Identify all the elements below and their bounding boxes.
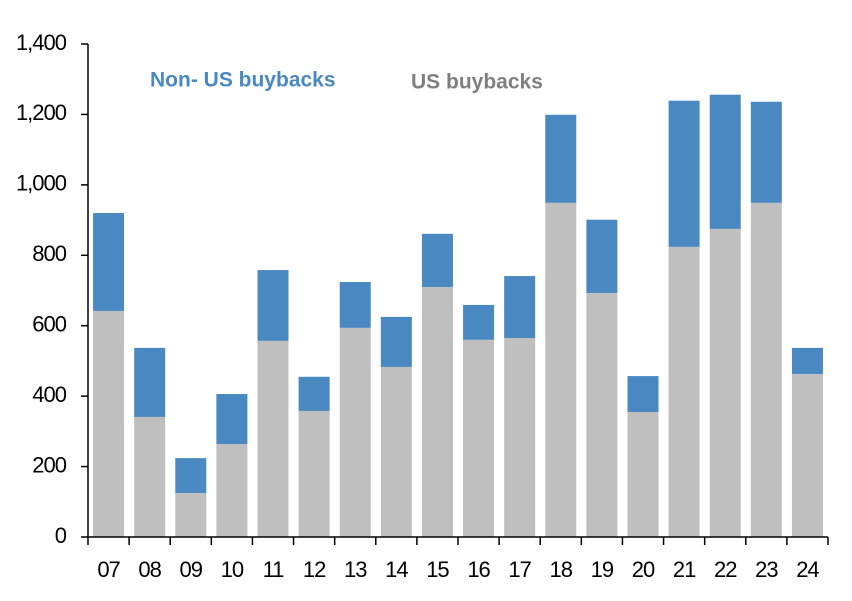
bar-segment xyxy=(216,444,248,537)
bar-segment xyxy=(545,202,577,538)
y-tick-label: 200 xyxy=(32,452,66,477)
legend-label: Non- US buybacks xyxy=(150,69,336,92)
x-tick-label: 13 xyxy=(344,557,367,582)
x-tick-label: 24 xyxy=(796,557,819,582)
bar-segment xyxy=(627,411,659,537)
bar-segment xyxy=(504,276,536,339)
bar-segment xyxy=(421,286,453,537)
bar-segment xyxy=(421,233,453,287)
y-tick-label: 1,400 xyxy=(16,30,67,55)
bar-segment xyxy=(380,366,412,537)
bar-segment xyxy=(298,376,330,411)
bar-segment xyxy=(257,270,289,341)
bar-segment xyxy=(586,219,618,293)
bar-segment xyxy=(134,347,166,417)
bar-segment xyxy=(586,292,618,537)
legend-label: US buybacks xyxy=(411,71,543,94)
x-tick-label: 19 xyxy=(591,557,614,582)
bar-segment xyxy=(504,338,536,537)
x-tick-label: 16 xyxy=(467,557,490,582)
bar-segment xyxy=(709,94,741,229)
bar-segment xyxy=(750,202,782,538)
x-tick-label: 18 xyxy=(550,557,573,582)
x-tick-label: 10 xyxy=(221,557,244,582)
bar-segment xyxy=(791,347,823,374)
bar-segment xyxy=(216,394,248,445)
bar-segment xyxy=(791,373,823,537)
bar-segment xyxy=(175,458,207,493)
x-tick-label: 11 xyxy=(263,557,285,582)
bar-segment xyxy=(463,304,495,340)
x-tick-label: 17 xyxy=(508,557,531,582)
y-tick-label: 400 xyxy=(32,382,66,407)
bar-segment xyxy=(463,339,495,537)
x-tick-label: 08 xyxy=(138,557,161,582)
bar-segment xyxy=(257,340,289,537)
bar-segment xyxy=(545,114,577,203)
x-tick-label: 22 xyxy=(714,557,737,582)
bar-segment xyxy=(339,282,371,328)
x-tick-label: 15 xyxy=(426,557,449,582)
bar-segment xyxy=(668,246,700,537)
bar-segment xyxy=(134,416,166,537)
x-tick-label: 12 xyxy=(303,557,326,582)
bar-segment xyxy=(298,410,330,537)
y-tick-label: 0 xyxy=(55,523,67,548)
bar-segment xyxy=(380,316,412,367)
x-tick-label: 23 xyxy=(755,557,778,582)
bar-segment xyxy=(339,327,371,537)
x-tick-label: 09 xyxy=(180,557,203,582)
bar-segment xyxy=(93,310,125,537)
x-tick-label: 20 xyxy=(632,557,655,582)
x-tick-label: 14 xyxy=(385,557,408,582)
y-tick-label: 600 xyxy=(32,312,66,337)
bar-segment xyxy=(93,213,125,311)
bar-segment xyxy=(627,376,659,412)
x-tick-label: 21 xyxy=(673,557,696,582)
bar-segment xyxy=(750,101,782,203)
x-tick-label: 07 xyxy=(97,557,120,582)
bar-segment xyxy=(709,228,741,537)
bar-segment xyxy=(668,100,700,247)
bar-segment xyxy=(175,492,207,537)
y-tick-label: 1,200 xyxy=(16,100,67,125)
y-tick-label: 1,000 xyxy=(16,171,67,196)
y-tick-label: 800 xyxy=(32,241,66,266)
